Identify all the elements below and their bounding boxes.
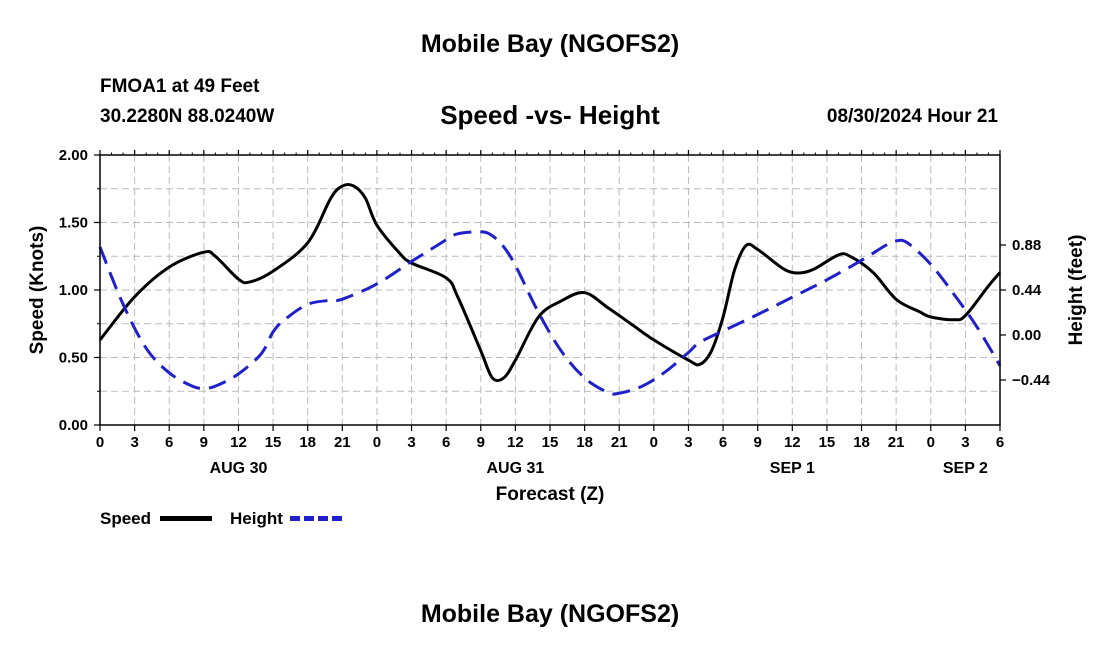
day-label: SEP 1 xyxy=(770,460,815,477)
forecast-run-time-label: 08/30/2024 Hour 21 xyxy=(826,106,998,127)
x-tick-label: 3 xyxy=(130,434,138,451)
day-label: AUG 30 xyxy=(210,460,268,477)
legend-height-label: Height xyxy=(230,509,283,528)
y-left-tick-label: 0.00 xyxy=(59,417,88,434)
station-coordinates-label: 30.2280N 88.0240W xyxy=(100,106,275,127)
x-tick-label: 15 xyxy=(265,434,282,451)
y-left-tick-label: 1.50 xyxy=(59,215,88,232)
x-tick-label: 12 xyxy=(230,434,247,451)
x-tick-label: 9 xyxy=(477,434,485,451)
x-tick-label: 6 xyxy=(442,434,450,451)
station-name-label: FMOA1 at 49 Feet xyxy=(100,76,260,97)
y-axis-right-label: Height (feet) xyxy=(1066,235,1087,346)
y-left-tick-label: 2.00 xyxy=(59,147,88,164)
x-axis-label: Forecast (Z) xyxy=(496,484,605,505)
x-tick-label: 12 xyxy=(507,434,524,451)
x-tick-label: 6 xyxy=(165,434,173,451)
x-tick-label: 3 xyxy=(961,434,969,451)
day-label: SEP 2 xyxy=(943,460,988,477)
y-right-tick-label: 0.88 xyxy=(1012,237,1041,254)
x-tick-label: 18 xyxy=(576,434,593,451)
grid-layer xyxy=(100,155,1000,425)
axis-layer: 0 3 6 9 12 15 18 21 0 3 6 9 12 15 18 21 0 3 6 9 12 15 18 21 0 3 6 A… xyxy=(59,147,1051,477)
x-tick-label: 9 xyxy=(754,434,762,451)
y-left-tick-label: 0.50 xyxy=(59,350,88,367)
series-layer xyxy=(98,183,1002,396)
x-tick-label: 0 xyxy=(927,434,935,451)
x-tick-label: 6 xyxy=(719,434,727,451)
figure-main-title: Mobile Bay (NGOFS2) xyxy=(420,30,680,58)
x-tick-label: 21 xyxy=(334,434,351,451)
x-tick-label: 3 xyxy=(407,434,415,451)
y-left-tick-label: 1.00 xyxy=(59,282,88,299)
y-right-tick-label: 0.00 xyxy=(1012,327,1041,344)
series-line-height xyxy=(98,230,1002,396)
x-tick-label: 6 xyxy=(996,434,1004,451)
x-tick-label: 18 xyxy=(853,434,870,451)
x-tick-label: 9 xyxy=(200,434,208,451)
legend-speed-swatch xyxy=(160,516,212,521)
x-tick-label: 21 xyxy=(611,434,628,451)
x-tick-label: 0 xyxy=(650,434,658,451)
figure-main-title-bottom: Mobile Bay (NGOFS2) xyxy=(420,600,680,628)
series-line-speed xyxy=(98,183,1002,383)
x-tick-label: 15 xyxy=(819,434,836,451)
x-tick-label: 21 xyxy=(888,434,905,451)
chart-title: Speed -vs- Height xyxy=(440,100,660,130)
x-tick-label: 15 xyxy=(542,434,559,451)
x-tick-label: 0 xyxy=(373,434,381,451)
x-tick-label: 0 xyxy=(96,434,104,451)
x-tick-label: 12 xyxy=(784,434,801,451)
legend-speed-label: Speed xyxy=(100,509,152,528)
x-tick-label: 18 xyxy=(299,434,316,451)
y-right-tick-label: −0.44 xyxy=(1012,372,1051,389)
y-axis-left-label: Speed (Knots) xyxy=(27,226,48,355)
x-tick-label: 3 xyxy=(684,434,692,451)
day-label: AUG 31 xyxy=(486,460,544,477)
y-right-tick-label: 0.44 xyxy=(1012,282,1042,299)
legend-height-swatch xyxy=(290,516,342,521)
